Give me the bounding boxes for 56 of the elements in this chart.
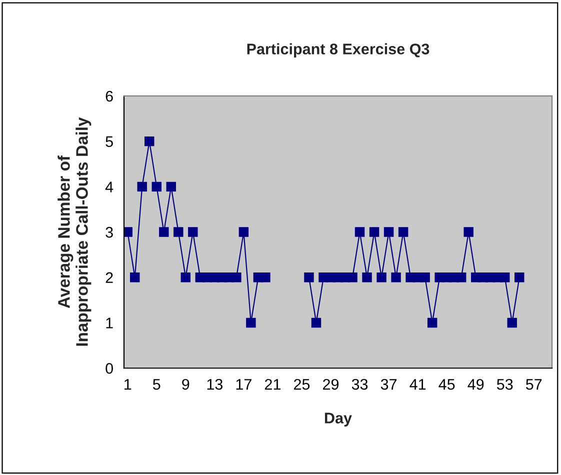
point	[398, 227, 408, 237]
point	[174, 227, 184, 237]
y-tick-label: 0	[106, 362, 113, 374]
x-tick-label: 21	[264, 378, 280, 390]
point	[362, 272, 372, 282]
point	[427, 318, 438, 328]
point	[384, 227, 394, 237]
point	[246, 318, 256, 328]
point	[159, 227, 169, 237]
point	[232, 272, 242, 282]
point	[124, 227, 132, 237]
point	[464, 227, 474, 237]
x-tick-label: 41	[410, 379, 426, 390]
x-tick-label: 53	[496, 378, 513, 390]
point	[500, 272, 510, 282]
point	[188, 227, 198, 237]
y-tick-label: 1	[106, 318, 113, 328]
point	[130, 272, 140, 282]
x-tick-label: 9	[182, 378, 190, 390]
y-tick-label: 4	[105, 182, 114, 192]
y-tick-label: 6	[106, 90, 113, 102]
point	[514, 272, 524, 282]
point	[354, 227, 365, 237]
point	[456, 272, 466, 282]
point	[152, 182, 162, 192]
y-tick-label: 2	[106, 272, 113, 283]
x-tick-label: 49	[468, 378, 484, 390]
y-tick-label: 3	[106, 226, 113, 238]
x-axis-title: Day	[325, 412, 352, 426]
point	[420, 272, 430, 282]
point	[238, 227, 249, 237]
point	[391, 272, 401, 282]
point	[311, 318, 322, 328]
point	[166, 182, 176, 192]
point	[137, 182, 147, 192]
x-tick-label: 17	[236, 379, 252, 390]
x-tick-label: 45	[438, 379, 455, 390]
point	[144, 136, 154, 146]
x-tick-label: 29	[323, 378, 339, 390]
x-tick-label: 5	[152, 379, 160, 390]
x-tick-label: 57	[526, 379, 542, 390]
point	[507, 318, 517, 328]
x-tick-label: 33	[352, 378, 368, 390]
y-axis-title: Average Number of Inappropriate Call-Outs Daily	[58, 117, 92, 346]
point	[304, 272, 314, 282]
point	[180, 272, 191, 282]
point	[376, 272, 386, 282]
x-tick-label: 13	[207, 378, 222, 390]
point	[260, 272, 270, 282]
point	[369, 227, 380, 237]
x-tick-label: 37	[380, 378, 397, 390]
chart-title: Participant 8 Exercise Q3	[247, 43, 430, 58]
x-tick-label: 1	[124, 379, 132, 390]
x-tick-label: 25	[294, 378, 310, 390]
y-tick-label: 5	[106, 136, 113, 147]
point	[348, 272, 358, 282]
